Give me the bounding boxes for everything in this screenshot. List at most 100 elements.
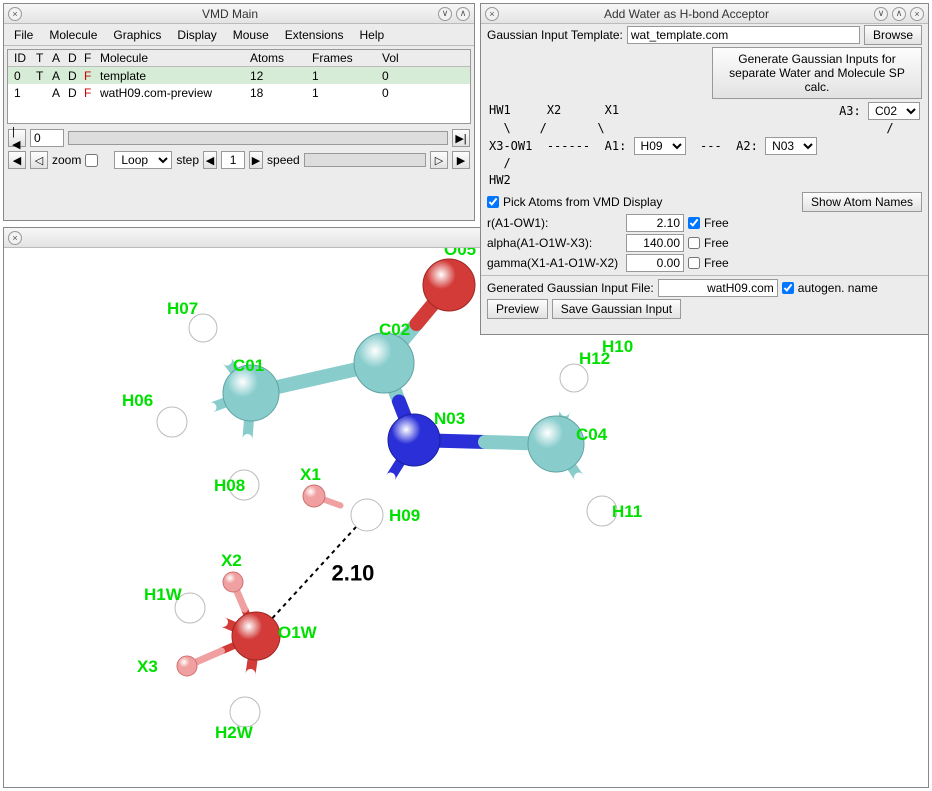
minimize-icon[interactable]: ∨ [438, 7, 452, 21]
svg-text:H07: H07 [167, 299, 198, 318]
close-icon[interactable]: × [910, 7, 924, 21]
autogen-label: autogen. name [798, 281, 878, 295]
free-checkbox[interactable] [688, 237, 700, 249]
vmd-main-title: VMD Main [22, 7, 438, 21]
generate-sp-button[interactable]: Generate Gaussian Inputs for separate Wa… [712, 47, 922, 99]
minimize-icon[interactable]: ∨ [874, 7, 888, 21]
param-label: gamma(X1-A1-O1W-X2) [487, 256, 622, 270]
play-mode-select[interactable]: Loop [114, 151, 172, 169]
step-rev-button[interactable]: ◁ [30, 151, 48, 169]
step-up-button[interactable]: ▶ [249, 151, 263, 169]
step-fwd-button[interactable]: ▷ [430, 151, 448, 169]
vmd-main-menubar: File Molecule Graphics Display Mouse Ext… [4, 24, 474, 46]
template-field[interactable] [627, 26, 860, 44]
a2-select[interactable]: N03 [765, 137, 817, 155]
frame-slider-row: |◀ ▶| [4, 127, 474, 149]
vmd-main-window: × VMD Main ∨ ∧ File Molecule Graphics Di… [3, 3, 475, 221]
save-gaussian-button[interactable]: Save Gaussian Input [552, 299, 681, 319]
param-field[interactable] [626, 214, 684, 232]
svg-text:X3: X3 [137, 657, 158, 676]
col-molecule: Molecule [100, 51, 250, 65]
molecule-row[interactable]: 0TADFtemplate1210 [8, 67, 470, 84]
playback-row: ◀ ◁ zoom Loop step ◀ ▶ speed ▷ ▶ [4, 149, 474, 171]
gen-file-label: Generated Gaussian Input File: [487, 281, 654, 295]
diagram-hw2: HW2 [489, 173, 511, 187]
show-atom-names-button[interactable]: Show Atom Names [802, 192, 922, 212]
free-checkbox[interactable] [688, 217, 700, 229]
zoom-label: zoom [52, 153, 81, 167]
molecule-list[interactable]: ID T A D F Molecule Atoms Frames Vol 0TA… [7, 49, 471, 124]
svg-text:H10: H10 [602, 337, 633, 356]
svg-text:C01: C01 [233, 356, 264, 375]
close-icon[interactable]: × [485, 7, 499, 21]
molecule-list-header: ID T A D F Molecule Atoms Frames Vol [8, 50, 470, 67]
svg-text:H1W: H1W [144, 585, 183, 604]
preview-button[interactable]: Preview [487, 299, 548, 319]
maximize-icon[interactable]: ∧ [456, 7, 470, 21]
menu-mouse[interactable]: Mouse [225, 25, 277, 45]
param-field[interactable] [626, 254, 684, 272]
dialog-title: Add Water as H-bond Acceptor [499, 7, 874, 21]
svg-text:C02: C02 [379, 320, 410, 339]
close-icon[interactable]: × [8, 231, 22, 245]
param-label: alpha(A1-O1W-X3): [487, 236, 622, 250]
menu-molecule[interactable]: Molecule [41, 25, 105, 45]
diagram-hw1: HW1 [489, 103, 511, 117]
a2-label: A2: [736, 139, 758, 153]
rewind-start-button[interactable]: |◀ [8, 129, 26, 147]
svg-text:H2W: H2W [215, 723, 254, 742]
pick-atoms-checkbox[interactable] [487, 196, 499, 208]
a3-label: A3: [839, 104, 861, 118]
forward-end-button[interactable]: ▶| [452, 129, 470, 147]
zoom-checkbox[interactable] [85, 154, 98, 167]
pick-atoms-label: Pick Atoms from VMD Display [503, 195, 662, 209]
step-field[interactable] [221, 151, 245, 169]
water-diagram: HW1 X2 X1 A3: C02 \ / \ / X3-OW1 ------ … [481, 100, 928, 191]
menu-file[interactable]: File [6, 25, 41, 45]
free-checkbox[interactable] [688, 257, 700, 269]
col-a: A [52, 51, 68, 65]
step-label: step [176, 153, 199, 167]
diagram-x3ow1: X3-OW1 [489, 139, 532, 153]
svg-text:O1W: O1W [278, 623, 318, 642]
diagram-x1: X1 [605, 103, 619, 117]
col-frames: Frames [312, 51, 382, 65]
template-label: Gaussian Input Template: [487, 28, 623, 42]
speed-label: speed [267, 153, 300, 167]
dialog-titlebar[interactable]: × Add Water as H-bond Acceptor ∨ ∧ × [481, 4, 928, 24]
svg-text:N03: N03 [434, 409, 465, 428]
svg-text:H11: H11 [612, 502, 642, 521]
param-field[interactable] [626, 234, 684, 252]
svg-text:O05: O05 [444, 248, 476, 259]
step-down-button[interactable]: ◀ [203, 151, 217, 169]
autogen-checkbox[interactable] [782, 282, 794, 294]
molecule-row[interactable]: 1ADFwatH09.com-preview1810 [8, 84, 470, 101]
add-water-dialog: × Add Water as H-bond Acceptor ∨ ∧ × Gau… [480, 3, 929, 335]
menu-extensions[interactable]: Extensions [277, 25, 352, 45]
col-atoms: Atoms [250, 51, 312, 65]
vmd-main-titlebar[interactable]: × VMD Main ∨ ∧ [4, 4, 474, 24]
play-rev-button[interactable]: ◀ [8, 151, 26, 169]
svg-text:C04: C04 [576, 425, 608, 444]
diagram-x2: X2 [547, 103, 561, 117]
svg-text:2.10: 2.10 [332, 561, 375, 586]
maximize-icon[interactable]: ∧ [892, 7, 906, 21]
col-f: F [84, 51, 100, 65]
svg-text:X1: X1 [300, 465, 321, 484]
menu-display[interactable]: Display [169, 25, 224, 45]
col-d: D [68, 51, 84, 65]
a1-label: A1: [605, 139, 627, 153]
play-fwd-button[interactable]: ▶ [452, 151, 470, 169]
a3-select[interactable]: C02 [868, 102, 920, 120]
gen-file-field[interactable] [658, 279, 778, 297]
speed-slider[interactable] [304, 153, 426, 167]
close-icon[interactable]: × [8, 7, 22, 21]
menu-help[interactable]: Help [352, 25, 393, 45]
svg-text:H08: H08 [214, 476, 245, 495]
menu-graphics[interactable]: Graphics [105, 25, 169, 45]
frame-slider[interactable] [68, 131, 448, 145]
a1-select[interactable]: H09 [634, 137, 686, 155]
browse-button[interactable]: Browse [864, 25, 922, 45]
svg-text:H06: H06 [122, 391, 153, 410]
frame-field[interactable] [30, 129, 64, 147]
